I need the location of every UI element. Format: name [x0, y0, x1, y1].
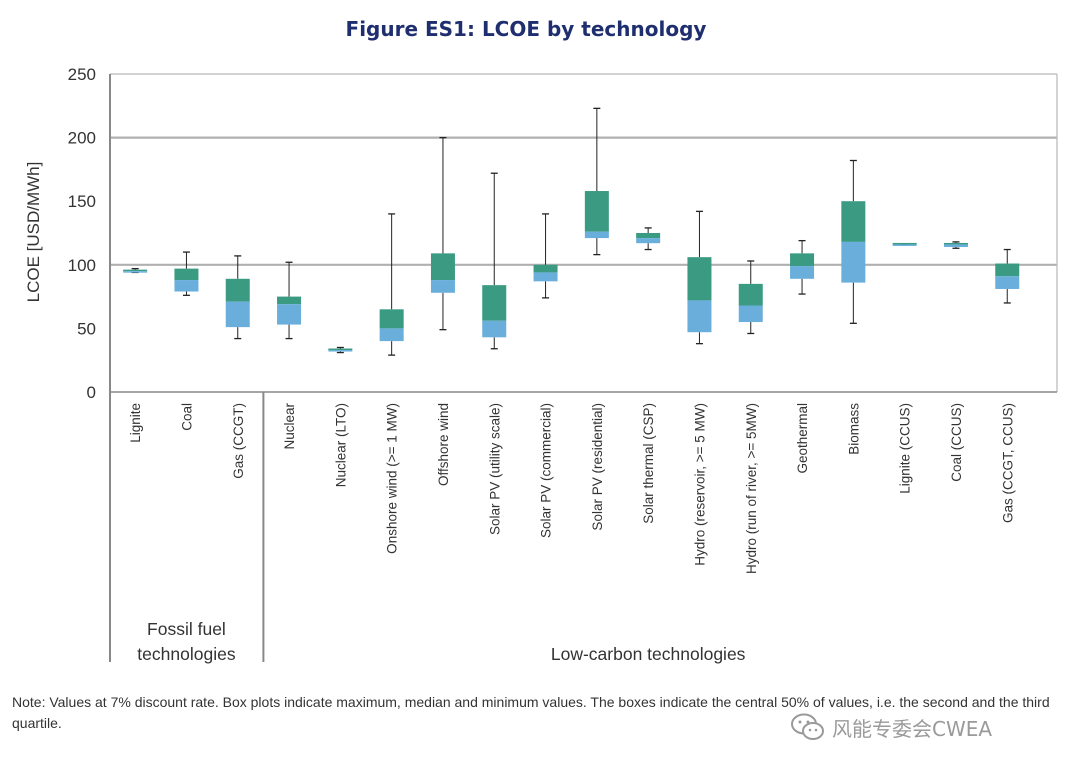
- box-5: [379, 213, 404, 356]
- box-13: [790, 239, 815, 295]
- category-label-13: Geothermal: [795, 403, 810, 474]
- upper-quartile-box: [636, 233, 661, 239]
- category-label-1: Coal: [179, 403, 194, 431]
- lower-quartile-box: [584, 231, 609, 239]
- upper-quartile-box: [790, 253, 815, 267]
- box-14: [841, 159, 866, 324]
- lower-quartile-box: [174, 280, 199, 292]
- lower-quartile-box: [636, 238, 661, 244]
- lower-quartile-box: [430, 280, 455, 293]
- box-series: [123, 107, 1020, 356]
- upper-quartile-box: [892, 242, 917, 245]
- box-7: [482, 172, 507, 350]
- category-label-15: Lignite (CCUS): [898, 403, 913, 494]
- category-label-8: Solar PV (commercial): [539, 403, 554, 538]
- group-label-fossil-line-0: Fossil fuel: [147, 619, 226, 639]
- category-label-11: Hydro (reservoir, >= 5 MW): [692, 403, 707, 566]
- category-label-2: Gas (CCGT): [231, 403, 246, 479]
- category-label-0: Lignite: [128, 403, 143, 443]
- upper-quartile-box: [738, 283, 763, 306]
- y-tick-150: 150: [68, 192, 96, 211]
- category-label-5: Onshore wind (>= 1 MW): [385, 403, 400, 554]
- y-tick-50: 50: [77, 319, 96, 338]
- category-label-10: Solar thermal (CSP): [641, 403, 656, 524]
- upper-quartile-box: [687, 257, 712, 301]
- upper-quartile-box: [328, 348, 353, 351]
- lower-quartile-box: [277, 304, 302, 325]
- upper-quartile-box: [174, 268, 199, 281]
- category-label-6: Offshore wind: [436, 403, 451, 486]
- y-axis-label: LCOE [USD/MWh]: [24, 162, 43, 303]
- figure-note: Note: Values at 7% discount rate. Box pl…: [12, 694, 1050, 731]
- lower-quartile-box: [533, 272, 558, 282]
- gridlines: [110, 136, 1057, 266]
- category-label-3: Nuclear: [282, 403, 297, 450]
- lcoe-boxplot-chart: Figure ES1: LCOE by technology LCOE [USD…: [24, 17, 1058, 664]
- group-labels: Fossil fuel technologies Low-carbon techno…: [137, 619, 745, 664]
- upper-quartile-box: [482, 285, 507, 321]
- lower-quartile-box: [943, 244, 968, 247]
- lower-quartile-box: [123, 271, 148, 273]
- upper-quartile-box: [584, 191, 609, 232]
- box-16: [943, 241, 968, 249]
- upper-quartile-box: [841, 201, 866, 242]
- watermark: 风能专委会CWEA: [790, 712, 992, 742]
- chart-title: Figure ES1: LCOE by technology: [346, 17, 707, 41]
- category-label-17: Gas (CCGT, CCUS): [1000, 403, 1015, 523]
- upper-quartile-box: [123, 269, 148, 272]
- category-label-14: Biomass: [846, 403, 861, 455]
- group-label-fossil-line-1: technologies: [137, 644, 236, 664]
- box-17: [995, 248, 1020, 304]
- y-axis-ticks: 0 50 100 150 200 250: [68, 65, 96, 402]
- upper-quartile-box: [225, 278, 250, 302]
- wechat-icon: [791, 713, 824, 740]
- lower-quartile-box: [790, 266, 815, 279]
- lower-quartile-box: [892, 244, 917, 246]
- lower-quartile-box: [687, 300, 712, 333]
- y-tick-0: 0: [87, 383, 96, 402]
- box-12: [738, 260, 763, 335]
- category-label-16: Coal (CCUS): [949, 403, 964, 482]
- box-11: [687, 210, 712, 345]
- box-2: [225, 255, 250, 340]
- box-6: [430, 136, 455, 331]
- box-9: [584, 107, 609, 256]
- lower-quartile-box: [379, 328, 404, 342]
- category-label-9: Solar PV (residential): [590, 403, 605, 531]
- lower-quartile-box: [225, 301, 250, 328]
- box-4: [328, 346, 353, 354]
- category-labels: Lignite Coal Gas (CCGT) Nuclear Nuclear (LTO…: [128, 403, 1015, 575]
- upper-quartile-box: [943, 242, 968, 245]
- box-0: [123, 267, 148, 274]
- y-tick-200: 200: [68, 129, 96, 148]
- box-1: [174, 251, 199, 296]
- watermark-text: 风能专委会CWEA: [832, 716, 993, 741]
- box-8: [533, 213, 558, 299]
- lower-quartile-box: [841, 241, 866, 283]
- box-10: [636, 227, 661, 251]
- upper-quartile-box: [379, 309, 404, 329]
- upper-quartile-box: [995, 263, 1020, 277]
- plot-frame: [109, 73, 1058, 662]
- category-label-4: Nuclear (LTO): [333, 403, 348, 487]
- category-label-12: Hydro (run of river, >= 5MW): [744, 403, 759, 574]
- y-tick-100: 100: [68, 256, 96, 275]
- lower-quartile-box: [738, 305, 763, 323]
- lower-quartile-box: [995, 276, 1020, 289]
- box-3: [277, 261, 302, 340]
- upper-quartile-box: [277, 296, 302, 305]
- upper-quartile-box: [533, 264, 558, 273]
- box-15: [892, 242, 917, 246]
- upper-quartile-box: [430, 253, 455, 281]
- group-label-low-carbon: Low-carbon technologies: [551, 644, 746, 664]
- lower-quartile-box: [328, 350, 353, 352]
- category-label-7: Solar PV (utility scale): [487, 403, 502, 535]
- y-tick-250: 250: [68, 65, 96, 84]
- lower-quartile-box: [482, 320, 507, 338]
